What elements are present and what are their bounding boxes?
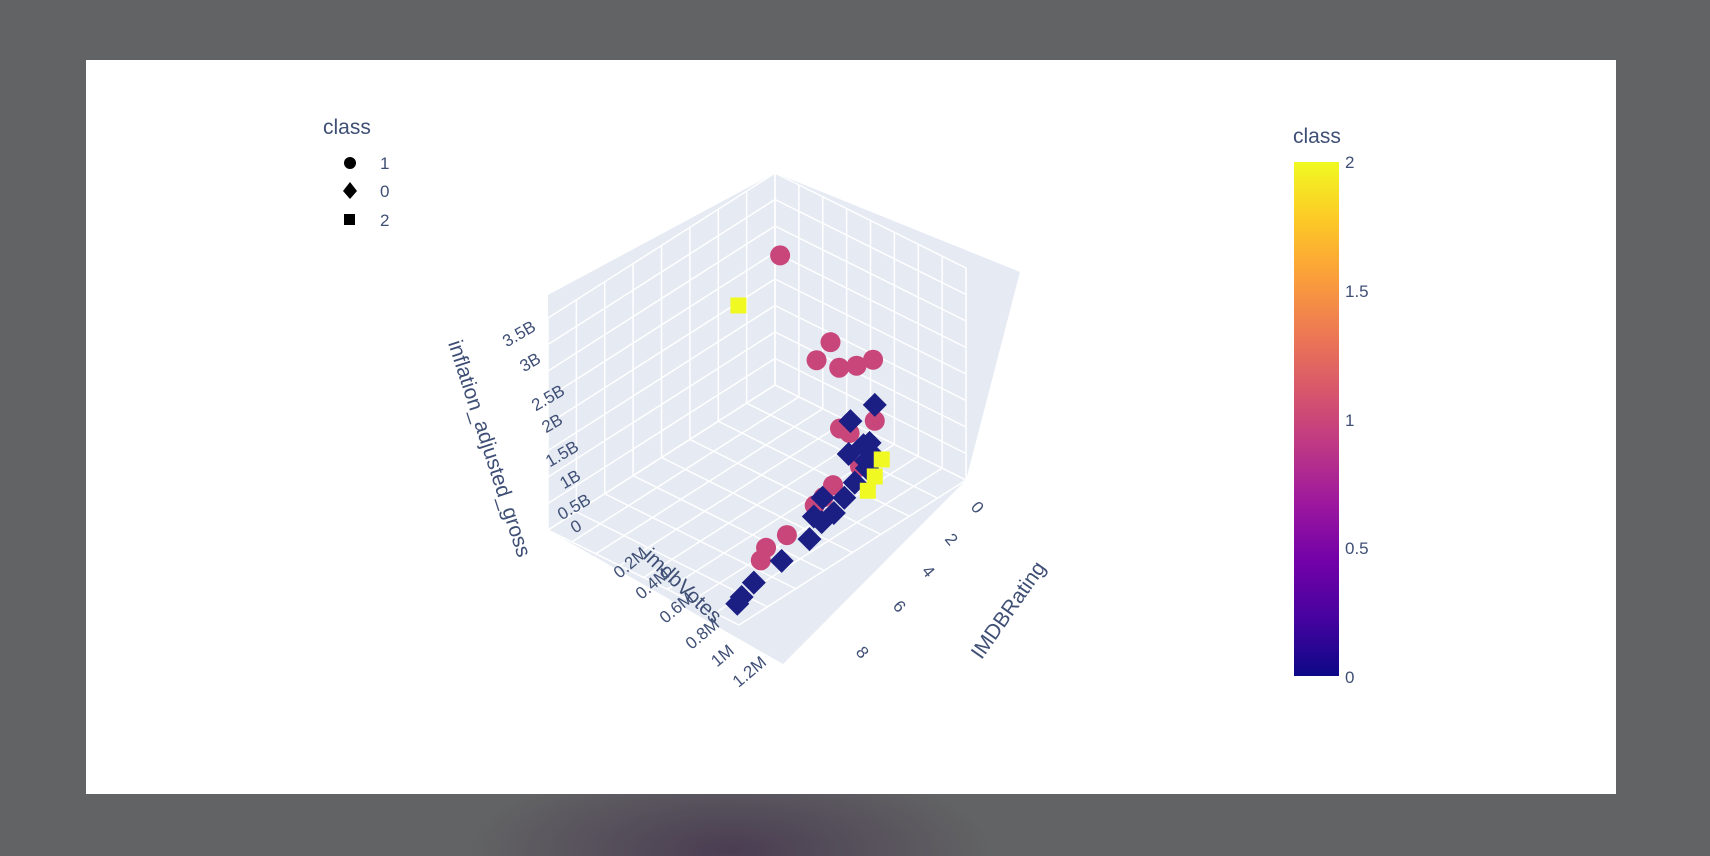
scatter-point-class-0[interactable] <box>741 570 766 595</box>
legend-item-label: 0 <box>380 182 389 201</box>
grid-line <box>774 172 967 269</box>
colorbar-tick: 0 <box>1345 668 1354 687</box>
z-axis-title: inflation_adjusted_gross <box>443 337 535 560</box>
scatter-point-class-0[interactable] <box>854 448 879 473</box>
x-tick-label: 0 <box>967 498 988 517</box>
legend-item-0[interactable]: 0 <box>343 182 389 201</box>
legend-item-label: 1 <box>380 154 389 173</box>
legend-title: class <box>323 116 371 139</box>
grid-line <box>547 172 776 319</box>
legend-item-2[interactable]: 2 <box>344 211 389 230</box>
grid-line <box>661 456 853 554</box>
scatter-point-class-1[interactable] <box>846 355 867 376</box>
diamond-icon <box>343 182 357 199</box>
grid-line <box>774 225 967 322</box>
grid-line <box>774 278 967 375</box>
grid-line <box>547 225 776 372</box>
scatter-point-class-0[interactable] <box>725 591 750 616</box>
colorbar-tick: 1 <box>1345 411 1354 430</box>
z-tick-label: 3.5B <box>499 317 539 351</box>
scatter3d-plot[interactable]: 0 0.5B 1B 1.5B 2B 2.5B 3B 3.5B 0.2M 0.4M… <box>86 60 1616 794</box>
scatter-point-class-2[interactable] <box>873 451 890 468</box>
scatter-point-class-1[interactable] <box>864 410 885 431</box>
colorbar: class 2 1.5 1 0.5 0 <box>1293 125 1369 687</box>
grid-line <box>604 493 797 590</box>
grid-line <box>547 198 776 346</box>
x-tick-label: 2 <box>941 530 962 549</box>
scene-3d[interactable] <box>547 172 1020 664</box>
scatter-point-class-0[interactable] <box>810 485 835 510</box>
legend-item-label: 2 <box>380 211 389 230</box>
x-tick-label: 6 <box>889 597 910 616</box>
scatter-point-class-1[interactable] <box>806 350 827 371</box>
scatter-point-class-2[interactable] <box>859 482 876 499</box>
y-tick-label: 1M <box>707 641 737 671</box>
grid-line <box>774 251 967 349</box>
scatter-point-class-1[interactable] <box>820 332 841 353</box>
grid-lines <box>547 172 967 626</box>
z-tick-label: 3B <box>516 349 544 376</box>
scatter-point-class-0[interactable] <box>769 548 794 573</box>
grid-line <box>547 529 740 626</box>
circle-icon <box>344 157 356 169</box>
scatter-point-class-1[interactable] <box>823 475 844 496</box>
scatter-point-class-0[interactable] <box>797 527 822 552</box>
scatter-point-class-2[interactable] <box>730 297 747 314</box>
scatter-point-class-1[interactable] <box>770 245 791 266</box>
scatter-point-class-0[interactable] <box>862 392 887 417</box>
colorbar-title: class <box>1293 125 1341 148</box>
grid-line <box>632 474 825 572</box>
y-tick-label: 1.2M <box>729 652 770 691</box>
x-tick-label: 4 <box>918 562 939 581</box>
colorbar-gradient <box>1294 162 1339 676</box>
scatter-point-class-2[interactable] <box>866 468 883 485</box>
grid-line <box>774 198 967 296</box>
scatter-point-class-1[interactable] <box>776 525 797 546</box>
scatter-point-class-0[interactable] <box>838 409 863 434</box>
scatter-point-class-0[interactable] <box>801 504 826 529</box>
grid-line <box>738 479 967 626</box>
square-icon <box>344 214 355 225</box>
grid-line <box>547 251 776 399</box>
x-axis-title: IMDBRating <box>967 557 1051 663</box>
back-wall-right <box>775 173 1020 480</box>
scatter-point-class-0[interactable] <box>857 430 882 455</box>
scatter-point-class-1[interactable] <box>829 357 850 378</box>
plot-card: 0 0.5B 1B 1.5B 2B 2.5B 3B 3.5B 0.2M 0.4M… <box>86 60 1616 794</box>
colorbar-tick: 0.5 <box>1345 539 1369 558</box>
scatter-point-class-0[interactable] <box>832 485 857 510</box>
scatter-point-class-1[interactable] <box>750 550 771 571</box>
legend-item-1[interactable]: 1 <box>344 154 389 173</box>
legend[interactable]: class 1 0 2 <box>323 116 389 230</box>
colorbar-tick: 2 <box>1345 153 1354 172</box>
grid-line <box>576 511 768 608</box>
colorbar-tick: 1.5 <box>1345 282 1369 301</box>
x-tick-label: 8 <box>852 643 873 662</box>
scatter-point-class-1[interactable] <box>863 349 884 370</box>
scatter-points[interactable] <box>725 245 890 616</box>
